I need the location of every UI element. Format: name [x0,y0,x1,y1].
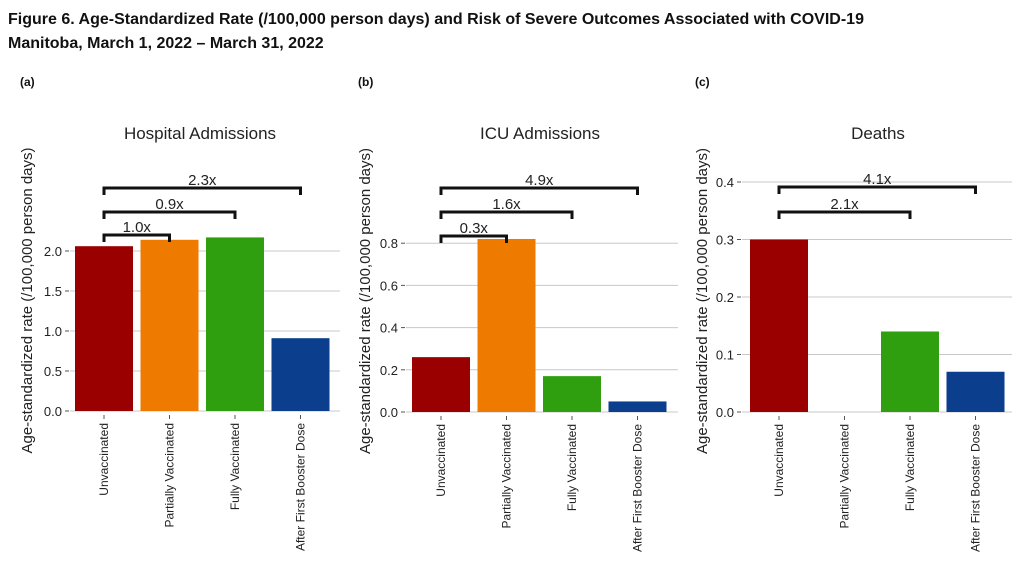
panel-label: (c) [695,75,710,89]
x-tick-label: After First Booster Dose [294,423,308,551]
y-axis-label: Age-standardized rate (/100,000 person d… [19,147,36,453]
x-tick-label: Unvaccinated [97,423,111,496]
y-tick-label: 0.2 [380,363,398,378]
x-tick-label: Partially Vaccinated [500,424,514,529]
bar-fully-vaccinated [543,376,601,412]
y-tick-label: 1.5 [44,284,62,299]
x-tick-label: Fully Vaccinated [903,424,917,511]
bar-fully-vaccinated [206,237,264,411]
ratio-bracket [102,210,237,219]
y-tick-label: 0.4 [380,321,398,336]
y-axis-label: Age-standardized rate (/100,000 person d… [357,148,374,454]
ratio-bracket [439,210,574,219]
ratio-label: 1.0x [123,219,152,236]
x-tick-label: After First Booster Dose [969,424,983,552]
ratio-label: 2.1x [830,196,859,213]
x-tick-label: Unvaccinated [772,424,786,497]
x-tick-label: Fully Vaccinated [228,423,242,510]
x-tick-label: After First Booster Dose [631,424,645,552]
ratio-label: 0.9x [155,196,184,213]
y-tick-label: 0.4 [716,175,734,190]
x-tick-label: Fully Vaccinated [565,424,579,511]
bar-unvaccinated [412,357,470,412]
bar-unvaccinated [75,246,133,411]
y-tick-label: 0.5 [44,364,62,379]
x-tick-label: Unvaccinated [434,424,448,497]
y-tick-label: 0.0 [380,405,398,420]
ratio-label: 2.3x [188,172,217,189]
y-axis-label: Age-standardized rate (/100,000 person d… [694,148,711,454]
ratio-label: 1.6x [492,196,521,213]
ratio-label: 4.1x [863,171,892,188]
figure-title-line1: Figure 6. Age-Standardized Rate (/100,00… [8,11,864,28]
panel-label: (a) [20,75,35,89]
y-tick-label: 0.0 [716,405,734,420]
y-tick-label: 2.0 [44,244,62,259]
x-tick-label: Partially Vaccinated [838,424,852,529]
panel-title: Deaths [851,124,905,143]
x-tick-label: Partially Vaccinated [163,423,177,528]
ratio-label: 4.9x [525,172,554,189]
y-tick-label: 0.0 [44,404,62,419]
panel-label: (b) [358,75,373,89]
ratio-bracket [102,186,302,195]
ratio-bracket [102,233,171,242]
y-tick-label: 0.1 [716,348,734,363]
y-tick-label: 0.3 [716,233,734,248]
bar-partially-vaccinated [140,239,199,411]
ratio-bracket [439,186,639,195]
bar-after-first-booster-dose [946,371,1005,412]
bar-fully-vaccinated [881,331,939,412]
figure-title: Figure 6. Age-Standardized Rate (/100,00… [8,8,864,56]
ratio-label: 0.3x [460,220,489,237]
panel-title: ICU Admissions [480,124,600,143]
ratio-bracket [777,210,912,219]
y-tick-label: 0.8 [380,236,398,251]
panel-title: Hospital Admissions [124,124,276,143]
bar-after-first-booster-dose [271,338,330,411]
y-tick-label: 0.6 [380,278,398,293]
y-tick-label: 1.0 [44,324,62,339]
ratio-bracket [439,234,508,243]
bar-unvaccinated [750,239,808,412]
ratio-bracket [777,185,977,194]
bar-partially-vaccinated [477,238,536,412]
figure-title-line2: Manitoba, March 1, 2022 – March 31, 2022 [8,35,324,52]
bar-after-first-booster-dose [608,401,667,412]
y-tick-label: 0.2 [716,290,734,305]
